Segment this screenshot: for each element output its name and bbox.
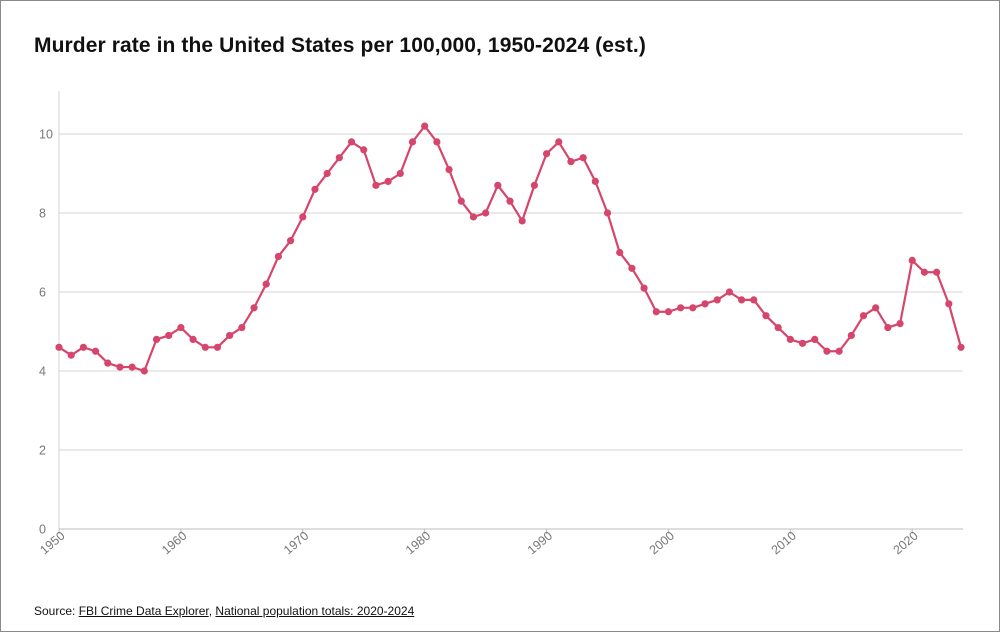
data-point-1962: [201, 343, 209, 351]
data-point-2014: [835, 347, 843, 355]
data-point-1985: [482, 209, 490, 217]
data-point-1973: [335, 154, 343, 162]
data-point-1959: [165, 331, 173, 340]
y-tick-label: 6: [39, 286, 46, 300]
data-point-2003: [701, 300, 709, 308]
data-point-1954: [104, 359, 112, 367]
data-point-1967: [262, 280, 270, 288]
data-point-2004: [713, 296, 721, 304]
data-point-1958: [152, 335, 161, 343]
chart-title: Murder rate in the United States per 100…: [34, 34, 646, 57]
data-point-1978: [396, 169, 404, 178]
data-point-1983: [457, 197, 465, 205]
data-point-2021: [920, 268, 929, 276]
data-point-1974: [347, 138, 356, 146]
source-separator: ,: [208, 604, 216, 618]
data-point-2001: [677, 304, 685, 312]
data-point-1950: [55, 343, 63, 351]
data-point-1994: [591, 177, 599, 185]
y-tick-label: 10: [39, 128, 53, 142]
data-point-1972: [323, 169, 331, 178]
data-point-1981: [433, 138, 441, 146]
source-prefix: Source:: [34, 604, 79, 618]
data-point-2012: [811, 335, 819, 343]
data-point-1979: [408, 138, 417, 146]
data-point-2017: [872, 304, 880, 312]
source-link-population[interactable]: National population totals: 2020-2024: [215, 604, 415, 618]
data-point-2024: [957, 343, 965, 351]
data-point-1956: [128, 363, 136, 371]
x-tick-label: 1970: [281, 529, 311, 558]
data-point-2000: [664, 308, 673, 316]
data-point-1970: [299, 213, 307, 221]
data-point-1991: [555, 138, 563, 146]
data-point-1980: [421, 122, 429, 130]
x-tick-label: 1980: [403, 529, 433, 558]
data-point-2007: [750, 296, 758, 304]
data-point-2020: [908, 256, 916, 264]
y-tick-label: 8: [39, 207, 46, 221]
x-tick-label: 2020: [891, 529, 921, 558]
data-point-1976: [372, 181, 380, 189]
data-point-2016: [859, 312, 868, 320]
data-point-2011: [798, 339, 807, 347]
data-point-1968: [274, 252, 283, 261]
data-point-1999: [652, 308, 660, 316]
series-line: [57, 124, 963, 373]
y-tick-label: 0: [39, 523, 46, 537]
data-point-1992: [567, 158, 575, 166]
data-point-1961: [189, 335, 197, 343]
data-point-2006: [737, 296, 746, 304]
data-point-1957: [140, 367, 148, 375]
source-note: Source: FBI Crime Data Explorer, Nationa…: [34, 604, 414, 618]
data-point-2013: [823, 347, 831, 355]
data-point-1971: [311, 185, 319, 193]
data-point-2005: [725, 288, 734, 296]
data-point-1986: [494, 181, 502, 189]
data-point-2009: [774, 323, 782, 332]
data-point-2022: [933, 268, 941, 276]
data-point-1996: [616, 248, 624, 257]
data-point-1998: [640, 284, 648, 292]
data-point-1952: [79, 343, 87, 351]
x-tick-label: 1960: [159, 529, 189, 558]
data-point-1955: [116, 363, 124, 371]
data-point-1982: [445, 165, 453, 174]
data-point-2023: [945, 300, 953, 308]
y-tick-label: 2: [39, 444, 46, 458]
data-point-1988: [518, 217, 526, 225]
data-point-1984: [469, 213, 478, 221]
data-point-2015: [847, 331, 855, 340]
data-point-2008: [762, 312, 770, 320]
y-tick-label: 4: [39, 365, 46, 379]
data-point-1990: [542, 150, 551, 158]
data-point-1964: [226, 331, 234, 340]
data-point-2019: [896, 320, 904, 328]
data-point-1953: [91, 347, 100, 355]
data-point-1966: [250, 304, 258, 312]
data-point-2018: [884, 323, 892, 332]
data-point-1951: [67, 351, 75, 359]
x-tick-label: 2000: [647, 529, 677, 558]
data-point-2002: [689, 304, 697, 312]
data-point-1995: [603, 209, 612, 217]
data-point-1960: [177, 323, 185, 332]
data-point-1993: [579, 154, 587, 162]
x-tick-label: 2010: [769, 529, 799, 558]
data-point-1965: [238, 323, 246, 332]
data-point-1997: [628, 264, 636, 272]
data-point-1987: [506, 197, 514, 205]
data-point-1975: [360, 146, 368, 154]
data-point-1989: [530, 181, 538, 189]
data-point-1977: [384, 177, 392, 185]
source-link-fbi[interactable]: FBI Crime Data Explorer: [78, 604, 209, 618]
data-point-2010: [786, 335, 794, 343]
data-point-1969: [286, 237, 295, 245]
data-point-1963: [213, 343, 222, 351]
x-tick-label: 1990: [525, 529, 555, 558]
